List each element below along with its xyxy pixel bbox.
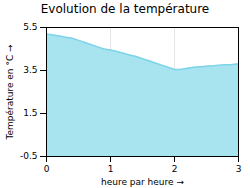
svg-text:2: 2 [172, 164, 178, 174]
svg-text:Température en °C →: Température en °C → [5, 44, 15, 141]
svg-text:heure par heure →: heure par heure → [101, 177, 184, 187]
svg-text:1: 1 [108, 164, 114, 174]
svg-text:5.5: 5.5 [23, 22, 37, 32]
svg-text:1.5: 1.5 [23, 108, 37, 118]
svg-text:3: 3 [236, 164, 242, 174]
html-text:Evolution de la température: Evolution de la température [40, 2, 210, 16]
svg-text:0: 0 [44, 164, 50, 174]
svg-text:3.5: 3.5 [23, 65, 37, 75]
svg-text:-0.5: -0.5 [20, 151, 38, 161]
